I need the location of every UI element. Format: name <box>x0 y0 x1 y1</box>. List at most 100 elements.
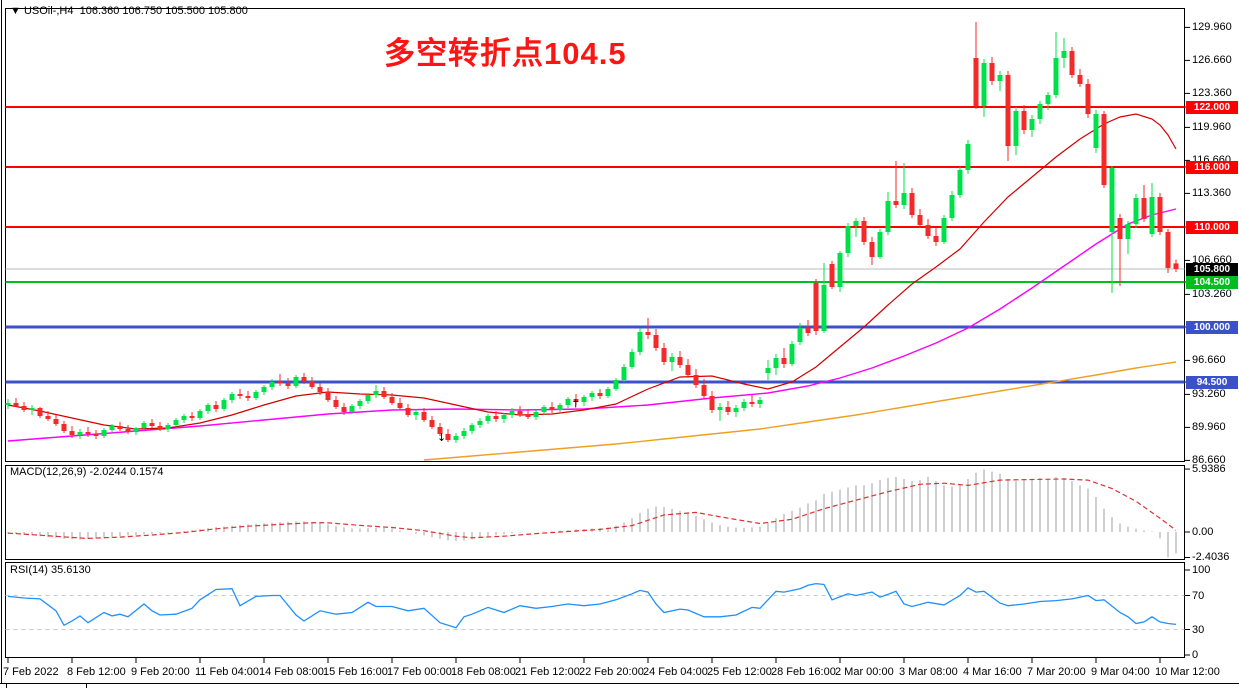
time-axis-label: 22 Feb 20:00 <box>579 666 644 678</box>
candle-body <box>165 425 171 429</box>
candle-body <box>749 402 755 404</box>
trade-marker-†: † <box>573 397 579 410</box>
candle-body <box>933 236 939 242</box>
candle-body <box>469 425 475 431</box>
price-axis-label: 93.260 <box>1192 388 1226 401</box>
candle-body <box>149 423 155 426</box>
candle-body <box>877 232 883 257</box>
time-axis-label: 15 Feb 16:00 <box>323 666 388 678</box>
candle-body <box>125 429 131 432</box>
candle-body <box>1029 119 1035 130</box>
candle-body <box>365 395 371 401</box>
time-axis-label: 24 Feb 04:00 <box>643 666 708 678</box>
candle-body <box>1077 75 1083 84</box>
candle-body <box>1165 232 1171 268</box>
candle-body <box>989 63 995 81</box>
candle-body <box>965 144 971 170</box>
candle-body <box>573 399 579 402</box>
time-axis-label: 4 Mar 16:00 <box>963 666 1022 678</box>
time-axis-label: 28 Feb 16:00 <box>771 666 836 678</box>
candle-body <box>853 221 859 226</box>
candle-body <box>549 407 555 410</box>
candle-body <box>621 367 627 380</box>
current-price-tag: 105.800 <box>1186 262 1238 276</box>
candle-body <box>893 201 899 205</box>
rsi-axis-label: 100 <box>1192 564 1211 576</box>
rsi-axis-label: 70 <box>1192 589 1205 602</box>
price-axis-label: 103.260 <box>1192 288 1232 301</box>
candle-body <box>677 357 683 365</box>
candle-body <box>445 434 451 440</box>
candle-body <box>1173 263 1179 269</box>
candle-body <box>37 408 43 416</box>
candle-body <box>805 328 811 333</box>
candle-body <box>813 283 819 331</box>
rsi-axis-label: 0 <box>1192 649 1199 661</box>
candle-body <box>485 416 491 421</box>
candle-body <box>397 403 403 408</box>
candle-body <box>357 401 363 406</box>
candle-body <box>885 201 891 232</box>
time-axis-label: 3 Mar 08:00 <box>899 666 958 678</box>
candle-body <box>1157 197 1163 232</box>
candle-body <box>717 407 723 410</box>
candle-body <box>437 427 443 434</box>
candle-body <box>173 420 179 425</box>
candle-body <box>1005 75 1011 146</box>
candle-body <box>141 423 147 428</box>
candle-body <box>405 408 411 415</box>
time-axis-label: 14 Feb 08:00 <box>259 666 324 678</box>
candle-body <box>501 415 507 419</box>
price-level-tag: 122.000 <box>1186 100 1238 114</box>
candle-body <box>429 420 435 427</box>
candle-body <box>821 285 827 331</box>
candle-body <box>685 365 691 375</box>
candle-body <box>277 382 283 383</box>
candle-body <box>197 411 203 418</box>
candle-body <box>605 389 611 396</box>
symbol-dropdown-icon[interactable]: ▼ <box>10 5 21 17</box>
candle-body <box>981 63 987 106</box>
candle-body <box>117 426 123 429</box>
candle-body <box>637 332 643 352</box>
candle-body <box>541 407 547 412</box>
candle-body <box>949 195 955 218</box>
price-level-tag: 110.000 <box>1186 220 1238 234</box>
candle-body <box>797 328 803 342</box>
rsi-panel-border <box>5 562 1185 658</box>
candle-body <box>157 426 163 429</box>
time-axis-label: 2 Mar 00:00 <box>835 666 894 678</box>
price-level-tag: 94.500 <box>1186 375 1238 389</box>
candle-body <box>349 406 355 412</box>
candle-body <box>301 377 307 381</box>
candle-body <box>413 412 419 415</box>
time-axis-label: 18 Feb 08:00 <box>451 666 516 678</box>
candle-body <box>613 380 619 389</box>
main-panel-border <box>5 8 1185 462</box>
candle-body <box>341 407 347 412</box>
candle-body <box>77 432 83 435</box>
candle-body <box>693 375 699 385</box>
candle-body <box>461 431 467 436</box>
candle-body <box>829 264 835 287</box>
time-axis-label: 7 Mar 20:00 <box>1027 666 1086 678</box>
candle-body <box>213 405 219 409</box>
price-axis-label: 86.660 <box>1192 454 1226 467</box>
price-axis-label: 126.660 <box>1192 54 1232 67</box>
time-axis-label: 8 Feb 12:00 <box>67 666 126 678</box>
time-axis-label: 21 Feb 12:00 <box>515 666 580 678</box>
candle-body <box>421 412 427 420</box>
candle-body <box>765 368 771 373</box>
candle-body <box>901 193 907 205</box>
candle-body <box>701 385 707 396</box>
price-axis-label: 129.960 <box>1192 21 1232 34</box>
macd-signal-line <box>7 478 1177 540</box>
rsi-line <box>7 582 1177 629</box>
candle-body <box>29 408 35 410</box>
candle-body <box>781 358 787 364</box>
candle-body <box>245 396 251 398</box>
candle-body <box>5 403 11 405</box>
candle-body <box>565 399 571 405</box>
candle-body <box>285 383 291 386</box>
